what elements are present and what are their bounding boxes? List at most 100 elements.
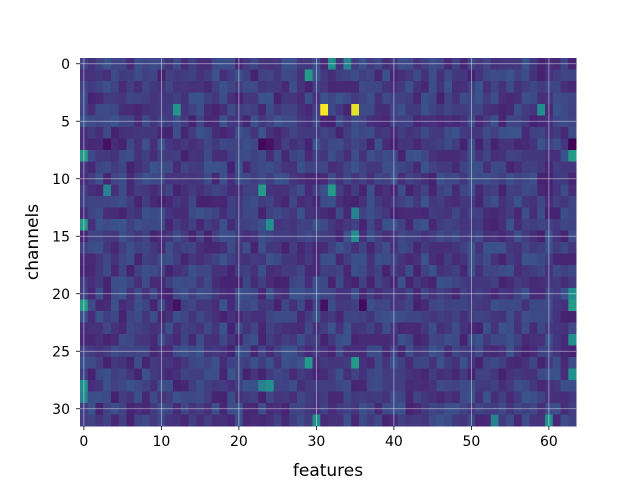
heatmap-cell [273,150,282,162]
heatmap-cell [196,104,205,116]
heatmap-cell [366,391,375,404]
heatmap-cell [297,138,306,151]
heatmap-cell [304,69,313,82]
heatmap-cell [258,265,267,277]
heatmap-cell [134,92,143,105]
heatmap-cell [250,391,259,404]
heatmap-cell [180,92,189,105]
heatmap-cell [366,207,375,220]
heatmap-cell [118,161,127,174]
heatmap-cell [537,184,546,197]
heatmap-cell [165,69,174,82]
heatmap-cell [87,161,96,174]
heatmap-cell [180,368,189,381]
heatmap-cell [560,380,569,392]
heatmap-cell [87,311,96,323]
x-axis-ticks: 0 10 20 30 40 50 60 [79,426,558,450]
heatmap-cell [204,276,213,289]
heatmap-cell [568,150,577,162]
heatmap-cell [180,357,189,369]
heatmap-cell [289,127,298,139]
heatmap-cell [374,196,383,208]
heatmap-cell [204,81,213,93]
heatmap-cell [413,92,422,105]
heatmap-cell [227,322,236,335]
heatmap-cell [490,219,499,231]
heatmap-cell [428,184,437,197]
heatmap-cell [413,104,422,116]
heatmap-cell [304,161,313,174]
heatmap-cell [118,368,127,381]
heatmap-cell [103,265,112,277]
heatmap-cell [165,357,174,369]
heatmap-cell [444,196,453,208]
heatmap-cell [273,184,282,197]
heatmap-cell [289,311,298,323]
heatmap-cell [266,391,275,404]
heatmap-cell [537,276,546,289]
heatmap-cell [459,69,468,82]
heatmap-cell [475,184,484,197]
heatmap-cell [266,357,275,369]
heatmap-cell [273,219,282,231]
heatmap-cell [250,127,259,139]
heatmap-cell [180,414,189,427]
heatmap-cell [165,104,174,116]
heatmap-cell [405,380,414,392]
heatmap-cell [103,357,112,369]
heatmap-cell [444,161,453,174]
heatmap-cell [483,357,492,369]
y-tick-label: 20 [52,287,70,303]
heatmap-cell [506,311,515,323]
heatmap-cell [87,219,96,231]
heatmap-cell [266,184,275,197]
heatmap-cell [149,161,158,174]
heatmap-cell [289,104,298,116]
heatmap-cell [436,265,445,277]
heatmap-cell [560,184,569,197]
heatmap-cell [320,357,329,369]
heatmap-cell [452,276,461,289]
heatmap-cell [304,242,313,254]
heatmap-cell [273,81,282,93]
heatmap-cell [103,69,112,82]
heatmap-cell [560,92,569,105]
heatmap-cell [281,69,290,82]
heatmap-cell [444,368,453,381]
heatmap-cell [126,81,135,93]
heatmap-cell [328,380,337,392]
heatmap-cell [118,138,127,151]
heatmap-cell [328,150,337,162]
heatmap-cell [258,92,267,105]
heatmap-cell [351,380,360,392]
heatmap-cell [459,207,468,220]
heatmap-cell [351,299,360,312]
heatmap-cell [165,81,174,93]
heatmap-cell [568,161,577,174]
heatmap-cell [436,334,445,346]
heatmap-cell [498,184,507,197]
heatmap-cell [242,368,251,381]
heatmap-cell [103,311,112,323]
heatmap-cell [483,150,492,162]
heatmap-cell [87,322,96,335]
heatmap-cell [242,357,251,369]
heatmap-cell [343,357,352,369]
heatmap-cell [103,207,112,220]
heatmap-cell [335,196,344,208]
heatmap-cell [111,380,120,392]
heatmap-cell [537,414,546,427]
heatmap-cell [188,357,197,369]
heatmap-cell [289,380,298,392]
heatmap-cell [289,242,298,254]
heatmap-cell [452,92,461,105]
heatmap-cell [436,92,445,105]
heatmap-cell [552,311,561,323]
heatmap-cell [273,311,282,323]
heatmap-cell [242,299,251,312]
heatmap-cell [560,368,569,381]
heatmap-cell [196,368,205,381]
heatmap-cell [359,265,368,277]
heatmap-cell [351,207,360,220]
